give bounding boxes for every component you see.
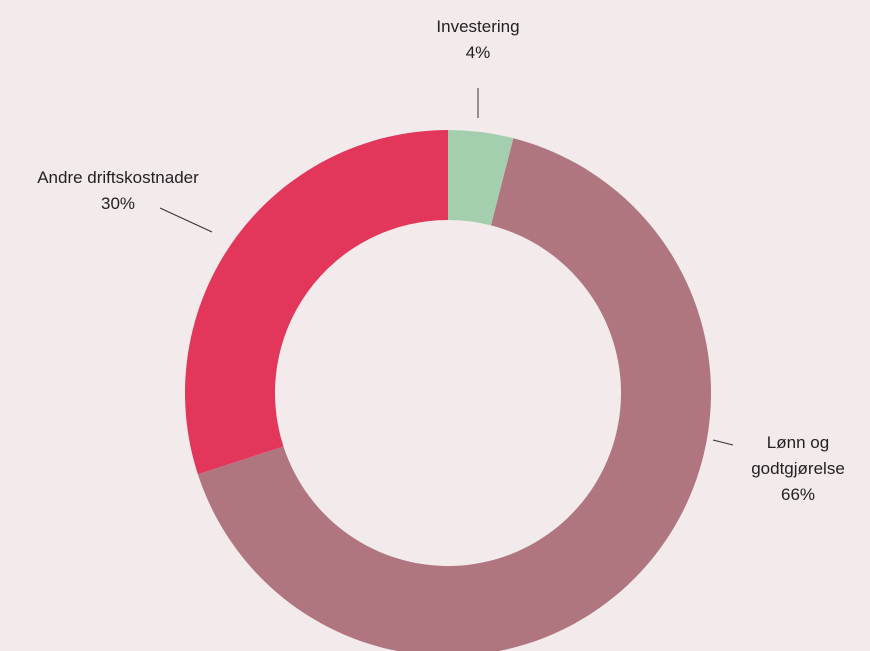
slice-label: Andre driftskostnader 30% xyxy=(0,165,238,217)
category-name: Andre driftskostnader xyxy=(37,168,199,187)
value-label: 4% xyxy=(465,43,491,62)
category-name: Investering xyxy=(436,17,520,36)
donut-segment xyxy=(197,138,711,651)
category-name: Lønn og godtgjørelse xyxy=(751,433,845,478)
donut-segment xyxy=(448,130,514,226)
donut-segment xyxy=(184,130,448,475)
leader-line xyxy=(159,207,213,233)
value-label: 30% xyxy=(100,194,136,213)
slice-label: Investering 4% xyxy=(408,14,548,66)
slice-label: Lønn og godtgjørelse 66% xyxy=(739,430,857,508)
leader-line xyxy=(712,439,734,446)
value-label: 66% xyxy=(780,485,816,504)
